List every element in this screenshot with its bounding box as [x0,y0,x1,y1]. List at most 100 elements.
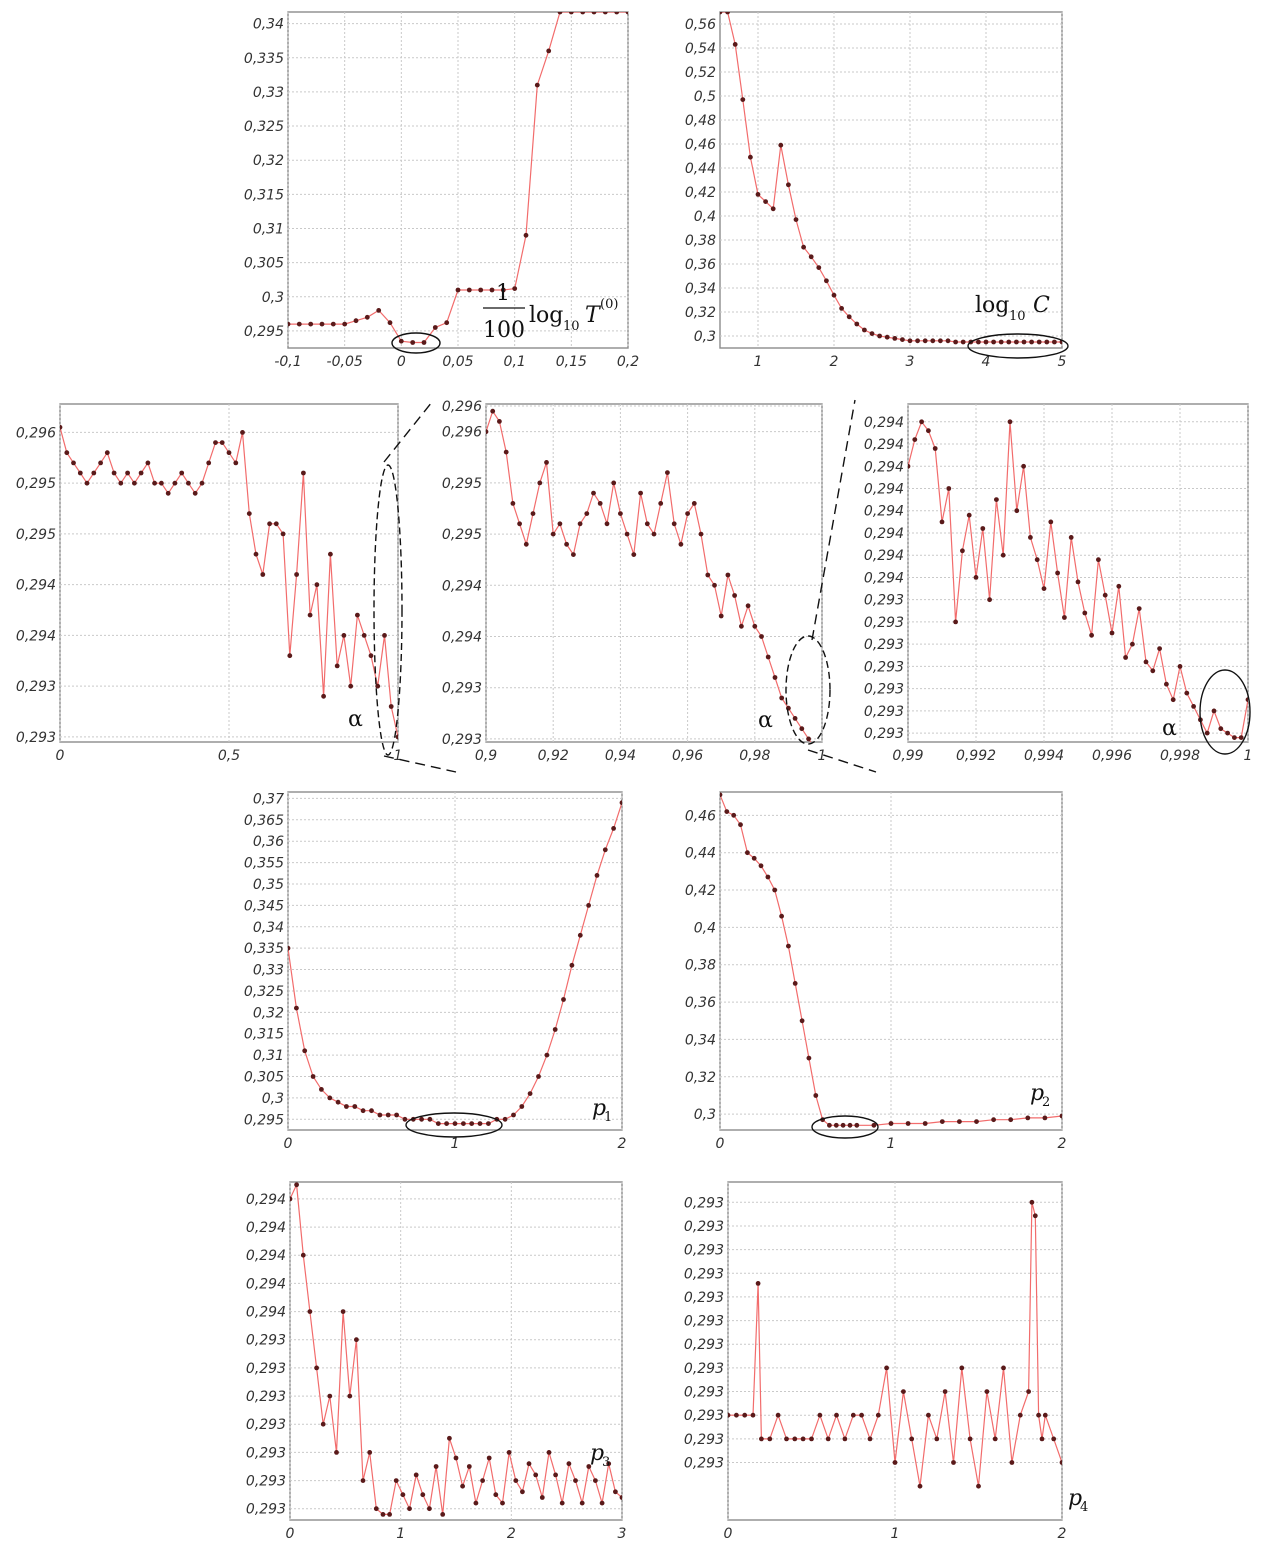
data-point [671,521,677,527]
data-point [1014,339,1019,345]
data-point [1052,339,1057,345]
data-point [793,217,799,223]
data-point [341,633,347,638]
y-tick-label: 0,325 [244,119,284,135]
data-point [453,1455,459,1461]
y-tick-label: 0,294 [864,526,904,542]
data-point [523,541,529,547]
data-point [1123,655,1128,660]
data-point [770,206,776,212]
label-log-base: 10 [563,319,580,334]
label-log: log [529,303,563,328]
data-point [755,1281,761,1286]
data-point [959,1365,965,1371]
data-point [1204,730,1210,736]
data-point [665,470,670,475]
data-point [1048,519,1054,525]
data-point [561,997,566,1002]
data-point [922,1121,928,1126]
y-tick-label: 0,293 [442,732,482,748]
data-point [327,1095,333,1101]
data-point [808,254,814,260]
data-point [926,428,931,434]
y-tick-label: 0,44 [685,846,716,862]
data-point [533,1472,539,1478]
x-tick-label: 0 [286,1526,295,1542]
y-tick-label: 0,294 [246,1248,286,1264]
data-point [740,97,746,102]
data-point [799,726,805,732]
chart-p3: 0,293 0,293 0,293 0,293 0,293 0,293 0,293 0,294… [246,1181,626,1542]
data-point [618,511,623,516]
data-point [566,1461,572,1467]
data-point [720,12,723,15]
data-point [369,1108,374,1114]
data-point [1150,668,1156,674]
data-point [846,314,852,320]
highlight-ellipse [785,635,831,745]
data-point [586,1464,592,1469]
data-point [490,408,496,414]
x-tick-label: 1 [754,354,763,370]
data-point [613,1489,618,1495]
data-point [493,1492,499,1498]
data-point [579,1500,585,1506]
data-point [382,633,387,638]
y-tick-label: 0,293 [864,593,904,609]
data-point [1055,570,1060,576]
data-point [987,597,992,603]
data-point [536,1074,541,1079]
y-tick-label: 0,315 [244,1027,284,1043]
data-point [466,287,472,293]
data-point [651,531,657,537]
data-point [569,962,575,968]
data-point [573,1478,578,1483]
data-point [859,1412,864,1418]
label-var: p [1030,1081,1044,1106]
label-var: p [590,1441,604,1466]
data-point [280,531,286,537]
data-point [1062,615,1067,620]
y-tick-label: 0,295 [16,527,56,543]
data-point [388,704,394,709]
data-point [867,1436,873,1442]
data-point [720,792,723,798]
highlight-ellipse [391,332,441,354]
data-point [461,1121,466,1126]
data-point [1008,1117,1014,1123]
data-point [919,419,924,425]
data-point [712,582,717,588]
y-tick-label: 0,5 [694,89,716,105]
data-point [537,480,543,486]
chart-alpha3: 0,293 0,293 0,293 0,293 0,293 0,293 0,293 0,294… [864,403,1252,764]
y-tick-label: 0,293 [684,1314,724,1330]
data-point [125,470,130,476]
y-tick-label: 0,293 [864,615,904,631]
y-tick-label: 0,33 [253,85,284,101]
data-point [840,1122,846,1128]
data-point [602,12,608,15]
data-point [1039,1436,1045,1442]
data-point [718,613,724,619]
y-tick-label: 0,294 [864,548,904,564]
data-point [817,1412,823,1418]
x-tick-label: 0,99 [892,748,923,764]
data-point [775,1412,781,1418]
data-point [725,572,731,578]
y-tick-label: 0,305 [244,256,284,272]
y-tick-label: 0,293 [684,1290,724,1306]
y-tick-label: 0,36 [253,834,284,850]
y-tick-label: 0,293 [684,1432,724,1448]
data-point [420,1492,426,1498]
y-tick-label: 0,32 [685,305,716,321]
data-point [380,1512,386,1517]
zoom-connector [811,399,856,641]
data-point [71,460,76,466]
data-point [779,695,785,701]
data-point [503,449,509,455]
data-point [410,340,416,345]
y-tick-label: 0,294 [864,415,904,431]
data-point [519,1104,525,1109]
data-point [907,338,913,344]
zoom-connector [807,749,877,773]
